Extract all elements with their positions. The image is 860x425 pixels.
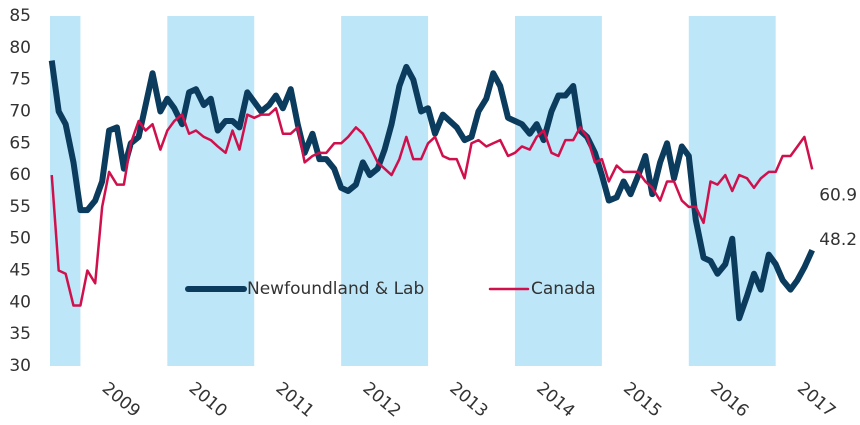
y-tick-label: 60: [9, 165, 31, 185]
y-tick-label: 40: [9, 292, 31, 312]
y-tick-label: 65: [9, 133, 31, 153]
shaded-band: [514, 16, 602, 366]
y-tick-label: 75: [9, 70, 31, 90]
x-tick-label: 2009: [98, 378, 144, 421]
legend-label: Newfoundland & Lab: [247, 279, 424, 299]
x-tick-label: 2011: [272, 378, 318, 421]
y-tick-label: 50: [9, 229, 31, 249]
x-tick-label: 2017: [793, 378, 839, 421]
x-tick-label: 2014: [532, 378, 578, 421]
x-tick-label: 2010: [185, 378, 231, 421]
end-label: 48.2: [819, 230, 857, 250]
y-tick-label: 35: [9, 324, 31, 344]
y-tick-label: 80: [9, 38, 31, 58]
y-tick-label: 85: [9, 6, 31, 26]
end-label: 60.9: [819, 185, 857, 205]
x-tick-label: 2016: [706, 378, 752, 421]
y-tick-label: 45: [9, 261, 31, 281]
series-line: [50, 107, 814, 307]
y-tick-label: 55: [9, 197, 31, 217]
shaded-band: [167, 16, 255, 366]
legend-label: Canada: [531, 279, 596, 299]
y-tick-label: 70: [9, 101, 31, 121]
x-tick-label: 2012: [359, 378, 405, 421]
shaded-band: [341, 16, 429, 366]
x-tick-label: 2013: [446, 378, 492, 421]
x-tick-label: 2015: [619, 378, 665, 421]
y-tick-label: 30: [9, 356, 31, 376]
